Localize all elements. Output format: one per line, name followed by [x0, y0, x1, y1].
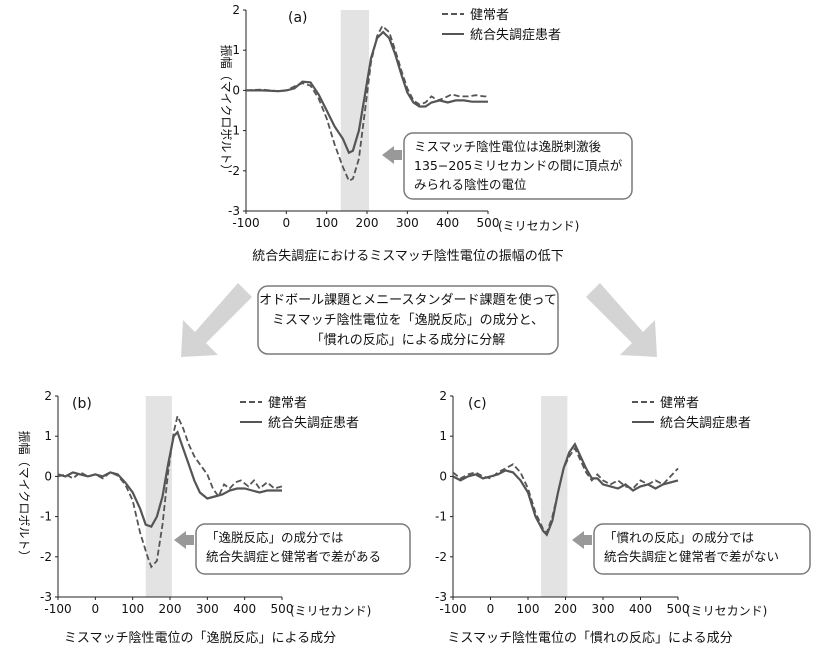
- callout-text: みられる陰性の電位: [414, 177, 527, 192]
- callout-box: [403, 132, 633, 200]
- series-line-healthy: [245, 24, 488, 183]
- x-unit-label: (ミリセカンド): [686, 604, 767, 618]
- legend-entry: 統合失調症患者: [660, 416, 751, 431]
- callout-arrow-icon: [572, 531, 592, 549]
- y-tick-label: -2: [435, 550, 447, 564]
- callout-box: [593, 523, 811, 575]
- x-tick-label: 500: [667, 602, 690, 616]
- x-tick-label: 300: [592, 602, 615, 616]
- middle-box: [257, 285, 559, 355]
- x-tick-label: 200: [356, 216, 379, 230]
- shaded-region: [541, 396, 568, 597]
- shaded-region: [145, 396, 172, 597]
- legend-entry: 健常者: [470, 8, 509, 23]
- y-tick-label: 1: [232, 43, 240, 57]
- legend-entry: 統合失調症患者: [268, 416, 359, 431]
- y-tick-label: 0: [44, 469, 52, 483]
- x-tick-label: 100: [121, 602, 144, 616]
- callout-text: 「逸脱反応」の成分では: [206, 530, 344, 545]
- x-tick-label: 0: [92, 602, 100, 616]
- panel-label: (b): [72, 396, 92, 412]
- callout-text: 統合失調症と健常者で差がない: [604, 549, 779, 564]
- panel-a: -3 -2 -1 0 1 2 -100 0 100 200 300 400 500(ミリセカンド) 振幅（…: [219, 3, 633, 264]
- x-tick-label: 400: [629, 602, 652, 616]
- x-tick-label: 0: [487, 602, 495, 616]
- y-tick-label: 1: [439, 429, 447, 443]
- x-tick-label: 500: [477, 216, 500, 230]
- panel-label: (a): [288, 10, 308, 26]
- y-tick-label: 0: [439, 469, 447, 483]
- x-tick-label: -100: [232, 216, 259, 230]
- y-tick-label: 0: [232, 83, 240, 97]
- x-tick-label: 200: [159, 602, 182, 616]
- x-tick-label: 300: [396, 216, 419, 230]
- series-line-healthy: [57, 413, 283, 569]
- right-down-arrow-icon: [586, 283, 657, 357]
- x-tick-label: 400: [436, 216, 459, 230]
- callout-arrow-icon: [174, 531, 194, 549]
- y-axis-label: 振幅（マイクロボルト）: [17, 431, 32, 563]
- y-tick-label: -1: [435, 510, 447, 524]
- y-tick-label: -3: [228, 204, 240, 218]
- legend-entry: 健常者: [660, 396, 699, 411]
- series-line-schizophrenia: [57, 430, 282, 528]
- x-unit-label: (ミリセカンド): [498, 219, 579, 233]
- callout-text: 135−205ミリセカンドの間に頂点が: [414, 158, 623, 173]
- y-tick-label: 2: [44, 389, 52, 403]
- x-tick-label: 100: [517, 602, 540, 616]
- middle-explanation: オドボール課題とメニースタンダード課題を使って ミスマッチ陰性電位を「逸脱反応」…: [181, 283, 657, 357]
- x-tick-label: -100: [44, 602, 71, 616]
- callout-text: ミスマッチ陰性電位は逸脱刺激後: [414, 139, 602, 154]
- y-tick-label: 2: [439, 389, 447, 403]
- panel-caption: ミスマッチ陰性電位の「逸脱反応」による成分: [64, 631, 336, 646]
- panel-caption: 統合失調症におけるミスマッチ陰性電位の振幅の低下: [252, 249, 564, 264]
- x-tick-label: 200: [554, 602, 577, 616]
- callout-text: 「慣れの反応」の成分では: [604, 530, 754, 545]
- legend-entry: 健常者: [268, 396, 307, 411]
- middle-box-line-2: ミスマッチ陰性電位を「逸脱反応」の成分と、: [272, 313, 544, 328]
- panel-caption: ミスマッチ陰性電位の「慣れの反応」による成分: [447, 630, 732, 646]
- y-tick-label: -2: [228, 164, 240, 178]
- callout-arrow-icon: [382, 146, 402, 164]
- y-tick-label: -3: [40, 590, 52, 604]
- y-tick-label: -2: [40, 550, 52, 564]
- callout-box: [195, 523, 411, 575]
- x-unit-label: (ミリセカンド): [290, 604, 371, 618]
- left-down-arrow-icon: [181, 283, 252, 357]
- y-tick-label: -3: [435, 590, 447, 604]
- y-axis-label: 振幅（マイクロボルト）: [219, 45, 234, 177]
- x-tick-label: 100: [315, 216, 338, 230]
- panel-label: (c): [468, 396, 487, 412]
- middle-box-line-3: 「慣れの反応」による成分に分解: [311, 332, 506, 348]
- middle-box-line-1: オドボール課題とメニースタンダード課題を使って: [259, 292, 557, 308]
- legend-entry: 統合失調症患者: [470, 28, 561, 43]
- y-tick-label: 1: [44, 429, 52, 443]
- series-line-schizophrenia: [246, 30, 488, 155]
- x-tick-label: 300: [196, 602, 219, 616]
- x-tick-label: 400: [233, 602, 256, 616]
- panel-b: -3 -2 -1 0 1 2 -100 0 100 200 300 400 500(ミリセカンド) 振幅（…: [17, 389, 411, 646]
- series-line-schizophrenia: [452, 441, 679, 537]
- y-tick-label: -1: [228, 124, 240, 138]
- x-tick-label: 500: [271, 602, 294, 616]
- x-tick-label: -100: [439, 602, 466, 616]
- y-tick-label: 2: [232, 3, 240, 17]
- y-tick-label: -1: [40, 510, 52, 524]
- x-tick-label: 0: [283, 216, 291, 230]
- callout-text: 統合失調症と健常者で差がある: [206, 549, 381, 564]
- panel-c: -3 -2 -1 0 1 2 -100 0 100 200 300 400 500(ミリセカンド) (c)…: [435, 389, 811, 646]
